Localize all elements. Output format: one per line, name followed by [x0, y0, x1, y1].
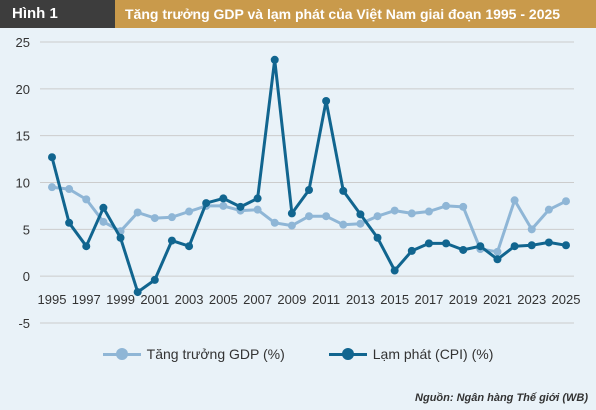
data-point-cpi — [253, 194, 262, 203]
y-tick-label: 0 — [23, 269, 30, 284]
x-tick-label: 2009 — [277, 292, 306, 307]
x-tick-label: 2023 — [517, 292, 546, 307]
data-point-gdp — [510, 196, 519, 205]
x-tick-label: 2015 — [380, 292, 409, 307]
data-point-gdp — [459, 202, 468, 211]
data-point-gdp — [562, 197, 570, 206]
data-point-cpi — [527, 241, 536, 250]
x-tick-label: 2001 — [140, 292, 169, 307]
data-point-gdp — [527, 225, 536, 234]
data-point-cpi — [133, 288, 142, 297]
data-point-cpi — [442, 239, 451, 248]
x-tick-label: 1995 — [38, 292, 67, 307]
data-point-gdp — [322, 212, 331, 221]
chart-title: Tăng trưởng GDP và lạm phát của Việt Nam… — [115, 0, 596, 28]
data-point-gdp — [133, 208, 142, 217]
y-tick-label: -5 — [18, 316, 30, 331]
x-tick-label: 2007 — [243, 292, 272, 307]
y-tick-label: 25 — [16, 35, 30, 50]
legend-swatch-gdp — [102, 347, 141, 361]
x-tick-label: 2011 — [312, 292, 340, 307]
data-point-cpi — [305, 185, 313, 194]
data-point-gdp — [150, 214, 159, 223]
data-point-gdp — [99, 217, 108, 226]
data-point-gdp — [390, 206, 399, 215]
data-point-gdp — [424, 207, 433, 216]
data-point-cpi — [185, 242, 194, 251]
data-point-cpi — [270, 55, 279, 64]
x-tick-label: 2019 — [449, 292, 478, 307]
y-tick-label: 20 — [16, 82, 30, 97]
data-point-cpi — [82, 242, 91, 251]
data-point-gdp — [339, 220, 348, 229]
data-point-cpi — [510, 242, 519, 251]
data-point-cpi — [167, 236, 176, 245]
data-point-cpi — [373, 233, 382, 242]
data-point-cpi — [99, 203, 108, 212]
data-point-gdp — [356, 219, 365, 228]
data-point-cpi — [562, 241, 570, 250]
data-point-cpi — [116, 233, 125, 242]
figure-label: Hình 1 — [0, 0, 115, 28]
data-point-cpi — [390, 266, 399, 275]
data-point-gdp — [253, 205, 262, 214]
data-point-cpi — [219, 194, 228, 203]
data-point-cpi — [424, 239, 433, 248]
x-tick-label: 1999 — [106, 292, 135, 307]
data-point-gdp — [407, 209, 416, 218]
data-point-cpi — [48, 153, 56, 162]
data-point-cpi — [544, 238, 553, 247]
data-point-gdp — [305, 212, 313, 221]
x-tick-label: 2013 — [346, 292, 375, 307]
data-point-gdp — [48, 183, 56, 192]
legend-item-gdp: Tăng trưởng GDP (%) — [102, 346, 285, 362]
data-point-cpi — [65, 218, 74, 227]
data-point-cpi — [287, 209, 296, 218]
data-point-cpi — [493, 255, 502, 264]
x-tick-label: 2005 — [209, 292, 238, 307]
data-point-cpi — [322, 97, 331, 106]
x-tick-label: 2021 — [483, 292, 512, 307]
data-point-cpi — [356, 210, 365, 219]
series-line-cpi — [50, 58, 567, 294]
data-point-gdp — [544, 205, 553, 214]
data-point-cpi — [459, 245, 468, 254]
data-point-gdp — [167, 213, 176, 222]
chart-legend: Tăng trưởng GDP (%) Lạm phát (CPI) (%) — [0, 342, 596, 366]
legend-label-gdp: Tăng trưởng GDP (%) — [146, 346, 285, 362]
data-point-gdp — [270, 218, 279, 227]
data-point-cpi — [202, 199, 211, 208]
data-point-cpi — [407, 246, 416, 255]
data-point-cpi — [339, 186, 348, 195]
data-point-gdp — [493, 247, 502, 256]
legend-item-cpi: Lạm phát (CPI) (%) — [328, 346, 494, 362]
data-point-cpi — [150, 275, 159, 284]
x-tick-label: 2025 — [552, 292, 581, 307]
data-point-gdp — [185, 207, 194, 216]
figure-header: Hình 1 Tăng trưởng GDP và lạm phát của V… — [0, 0, 596, 28]
x-tick-label: 1997 — [72, 292, 101, 307]
source-note: Nguồn: Ngân hàng Thế giới (WB) — [415, 392, 588, 404]
data-point-gdp — [442, 201, 451, 210]
y-tick-label: 10 — [16, 176, 30, 191]
legend-label-cpi: Lạm phát (CPI) (%) — [372, 346, 494, 362]
legend-swatch-cpi — [328, 347, 367, 361]
y-tick-label: 15 — [16, 129, 30, 144]
data-point-cpi — [476, 242, 485, 251]
data-point-gdp — [373, 212, 382, 221]
data-point-gdp — [219, 201, 228, 210]
x-tick-label: 2017 — [414, 292, 443, 307]
data-point-gdp — [82, 195, 91, 204]
data-point-cpi — [236, 202, 245, 211]
data-point-gdp — [287, 221, 296, 230]
y-tick-label: 5 — [23, 222, 30, 237]
x-tick-label: 2003 — [175, 292, 204, 307]
data-point-gdp — [65, 185, 74, 194]
